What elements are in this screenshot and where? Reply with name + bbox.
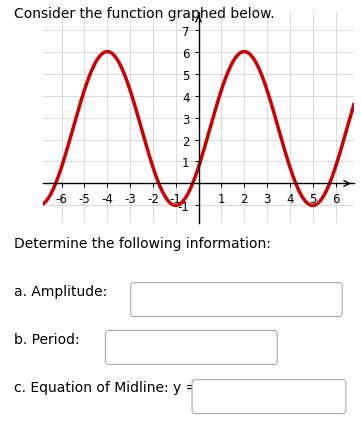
Text: Determine the following information:: Determine the following information: [14,237,271,250]
Text: b. Period:: b. Period: [14,332,80,346]
Text: Consider the function graphed below.: Consider the function graphed below. [14,7,275,20]
Text: a. Amplitude:: a. Amplitude: [14,284,108,298]
Text: c. Equation of Midline: y =: c. Equation of Midline: y = [14,380,198,394]
